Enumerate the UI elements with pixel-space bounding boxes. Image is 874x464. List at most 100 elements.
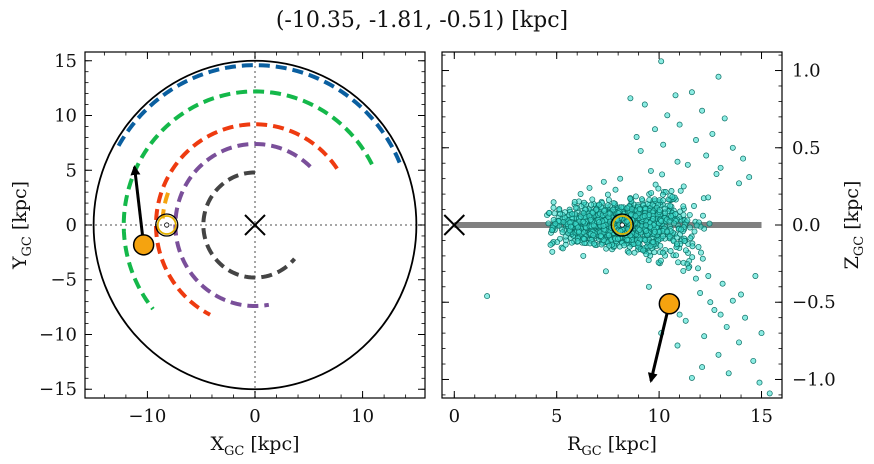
star-sample-point [711,307,718,313]
star-sample-point [641,101,648,108]
star-sample-point [549,248,556,255]
star-sample-point [562,241,569,248]
star-sample-point [615,235,621,242]
left-plot-area [85,52,425,398]
star-sample-point [685,264,692,271]
star-sample-point [697,290,704,296]
star-sample-point [661,205,668,212]
left-y-tick-label: 5 [66,160,77,181]
star-sample-point [550,204,557,211]
star-sample-point [580,252,587,259]
star-sample-point [672,92,679,99]
star-sample-point [676,121,683,128]
star-sample-point [652,126,658,133]
star-sample-point [645,283,652,290]
star-sample-point [551,210,558,217]
star-sample-point [706,220,713,227]
right-x-tick-label: 15 [750,406,773,427]
star-sample-point [675,259,682,266]
star-sample-point [600,222,607,229]
star-sample-point [669,193,676,200]
star-sample-point [717,311,724,318]
star-sample-point [668,188,675,194]
star-sample-point [624,236,631,243]
star-sample-point [597,232,604,239]
star-sample-point [673,234,680,241]
star-sample-point [707,299,714,306]
star-sample-point [580,218,587,225]
right-panel: 0 5 10 15 −1.0 −0.5 0.0 0.5 1.0 RGC [kpc] ZGC [k… [441,51,867,459]
star-sample-point [569,211,576,217]
sun-marker-outer [155,213,179,237]
star-sample-point [638,196,645,203]
spiral-arm-4 [173,141,312,309]
star-sample-point [740,155,747,162]
star-sample-point [656,207,663,214]
star-sample-point [660,233,666,240]
star-sample-point [684,217,691,224]
star-sample-point [577,191,584,197]
star-sample-point [657,257,664,264]
star-sample-point [627,95,634,102]
star-sample-point [631,249,638,256]
star-sample-point [581,236,587,242]
star-sample-point [589,196,596,203]
star-sample-point [601,207,608,214]
star-sample-point [590,232,597,239]
star-sample-point [703,152,710,159]
star-sample-point [682,317,689,324]
right-x-axis-label: RGC [kpc] [567,433,657,459]
right-x-tick-label: 0 [449,406,460,427]
left-y-axis-label: YGC [kpc] [9,181,35,270]
star-sample-point [691,203,697,209]
star-sample-point [604,202,611,209]
star-sample-point [605,232,612,239]
star-sample-point [692,275,699,282]
left-y-tick-label: 15 [54,51,77,72]
star-sample-point [689,243,696,250]
sun-marker-dot [619,222,625,228]
star-sample-point [547,241,554,248]
star-sample-point [709,130,716,137]
star-sample-point [651,249,658,256]
left-x-axis-label: XGC [kpc] [210,433,299,459]
star-sample-point [605,196,612,203]
star-sample-point [659,191,666,198]
star-sample-point [680,211,687,218]
right-ticks: 0 5 10 15 −1.0 −0.5 0.0 0.5 1.0 [442,52,836,427]
star-sample-point [678,226,685,233]
star-sample-point [658,58,665,65]
star-sample-point [637,147,644,154]
spiral-arm-5 [201,170,297,280]
star-sample-point [725,370,732,377]
star-sample-point [643,228,650,234]
star-sample-point [677,208,684,215]
star-sample-point [713,171,720,177]
right-y-tick-label: −0.5 [792,292,836,313]
left-y-tick-label: −15 [39,379,77,400]
star-sample-point [587,216,594,223]
star-sample-point [673,240,680,247]
star-sample-point [701,333,708,340]
star-sample-point [657,242,664,249]
velocity-arrow [647,303,671,383]
star-sample-point [674,158,681,165]
star-sample-point [664,112,671,119]
star-sample-point [568,239,575,246]
star-sample-point [640,247,647,254]
star-sample-point [682,247,689,254]
star-sample-point [571,199,578,205]
figure-title: (-10.35, -1.81, -0.51) [kpc] [276,8,568,33]
star-sample-point [643,222,649,229]
star-sample-point [556,206,563,213]
star-sample-point [691,228,698,235]
star-sample-point [746,174,753,181]
star-sample-point [602,268,609,275]
star-sample-point [729,144,736,151]
star-sample-point [688,374,695,381]
right-y-axis-label: ZGC [kpc] [841,181,867,270]
star-sample-point [575,229,582,236]
star-sample-point [591,240,598,247]
star-sample-point [671,220,677,227]
star-sample-point [650,239,657,246]
